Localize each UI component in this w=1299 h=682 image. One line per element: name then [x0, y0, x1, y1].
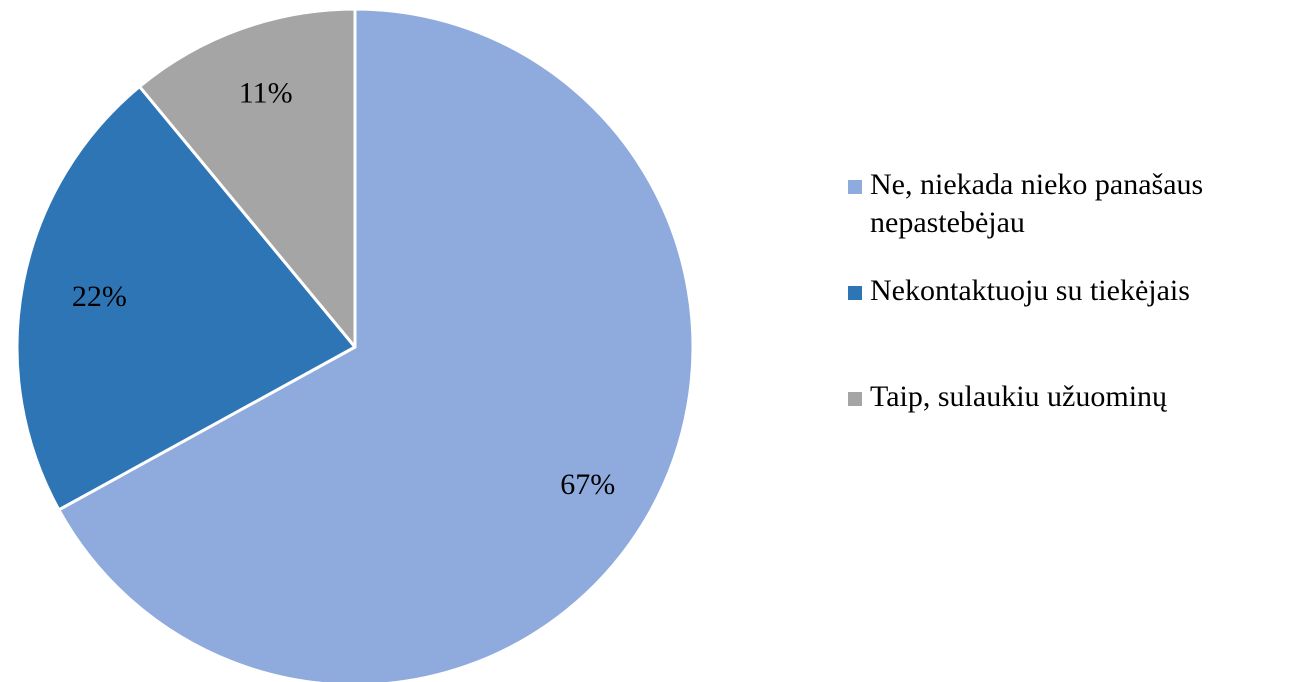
pie-data-labels: 67% 22% 11%: [72, 76, 615, 501]
pie-slice-0: [57, 7, 695, 682]
legend-item-0: Ne, niekada nieko panašaus nepastebėjau: [848, 166, 1288, 242]
data-label-0: 67%: [560, 468, 615, 501]
legend-swatch-1: [848, 286, 862, 300]
legend: Ne, niekada nieko panašaus nepastebėjau …: [848, 166, 1288, 416]
pie-plot-area: 67% 22% 11%: [15, 7, 695, 682]
data-label-2: 11%: [239, 76, 293, 109]
data-label-1: 22%: [72, 280, 127, 313]
legend-item-2: Taip, sulaukiu užuominų: [848, 378, 1288, 416]
pie-slice-1: [15, 85, 357, 512]
legend-label-2: Taip, sulaukiu užuominų: [870, 380, 1168, 413]
legend-swatch-0: [848, 180, 862, 194]
legend-item-1: Nekontaktuoju su tiekėjais: [848, 272, 1288, 310]
pie-slice-2: [138, 7, 357, 349]
pie-slices: [15, 7, 695, 682]
legend-label-0: Ne, niekada nieko panašaus nepastebėjau: [870, 168, 1204, 239]
legend-label-1: Nekontaktuoju su tiekėjais: [870, 274, 1190, 307]
legend-swatch-2: [848, 392, 862, 406]
